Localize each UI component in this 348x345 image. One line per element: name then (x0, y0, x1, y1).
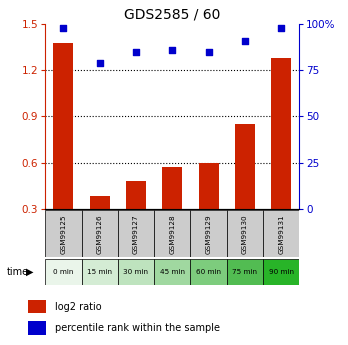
Point (61, 25, 66, 31)
Text: ▶: ▶ (26, 267, 34, 276)
Bar (263, 210, 299, 257)
Text: GSM99128: GSM99128 (169, 214, 175, 254)
Bar (81, 210, 118, 257)
Point (97, 60, 102, 66)
Text: GSM99130: GSM99130 (242, 214, 248, 254)
Bar (118, 210, 154, 257)
Bar (126, 181, 146, 209)
Bar (118, 259, 154, 285)
Bar (235, 124, 255, 209)
Bar (190, 259, 227, 285)
Point (133, 49, 139, 55)
Bar (227, 259, 263, 285)
Text: 45 min: 45 min (160, 269, 185, 275)
Text: 75 min: 75 min (232, 269, 257, 275)
Bar (28, 300, 46, 313)
Text: GSM99131: GSM99131 (278, 214, 284, 254)
Bar (190, 210, 227, 257)
Point (169, 47, 175, 53)
Bar (45, 210, 81, 257)
Bar (199, 162, 219, 209)
Text: log2 ratio: log2 ratio (55, 302, 102, 312)
Text: 90 min: 90 min (269, 269, 294, 275)
Point (278, 25, 284, 31)
Bar (227, 210, 263, 257)
Point (206, 49, 211, 55)
Text: 60 min: 60 min (196, 269, 221, 275)
Bar (90, 196, 110, 209)
Bar (53, 42, 73, 209)
Text: 15 min: 15 min (87, 269, 112, 275)
Text: GSM99127: GSM99127 (133, 214, 139, 254)
Point (242, 38, 248, 43)
Bar (81, 259, 118, 285)
Bar (154, 210, 190, 257)
Text: GSM99125: GSM99125 (61, 214, 66, 254)
Text: time: time (7, 267, 29, 276)
Bar (162, 167, 182, 209)
Bar (263, 259, 299, 285)
Bar (28, 321, 46, 335)
Bar (154, 259, 190, 285)
Bar (45, 259, 81, 285)
Bar (271, 58, 291, 209)
Title: GDS2585 / 60: GDS2585 / 60 (124, 8, 220, 22)
Text: GSM99126: GSM99126 (97, 214, 103, 254)
Text: 0 min: 0 min (53, 269, 73, 275)
Text: percentile rank within the sample: percentile rank within the sample (55, 323, 220, 333)
Text: 30 min: 30 min (124, 269, 149, 275)
Text: GSM99129: GSM99129 (206, 214, 212, 254)
